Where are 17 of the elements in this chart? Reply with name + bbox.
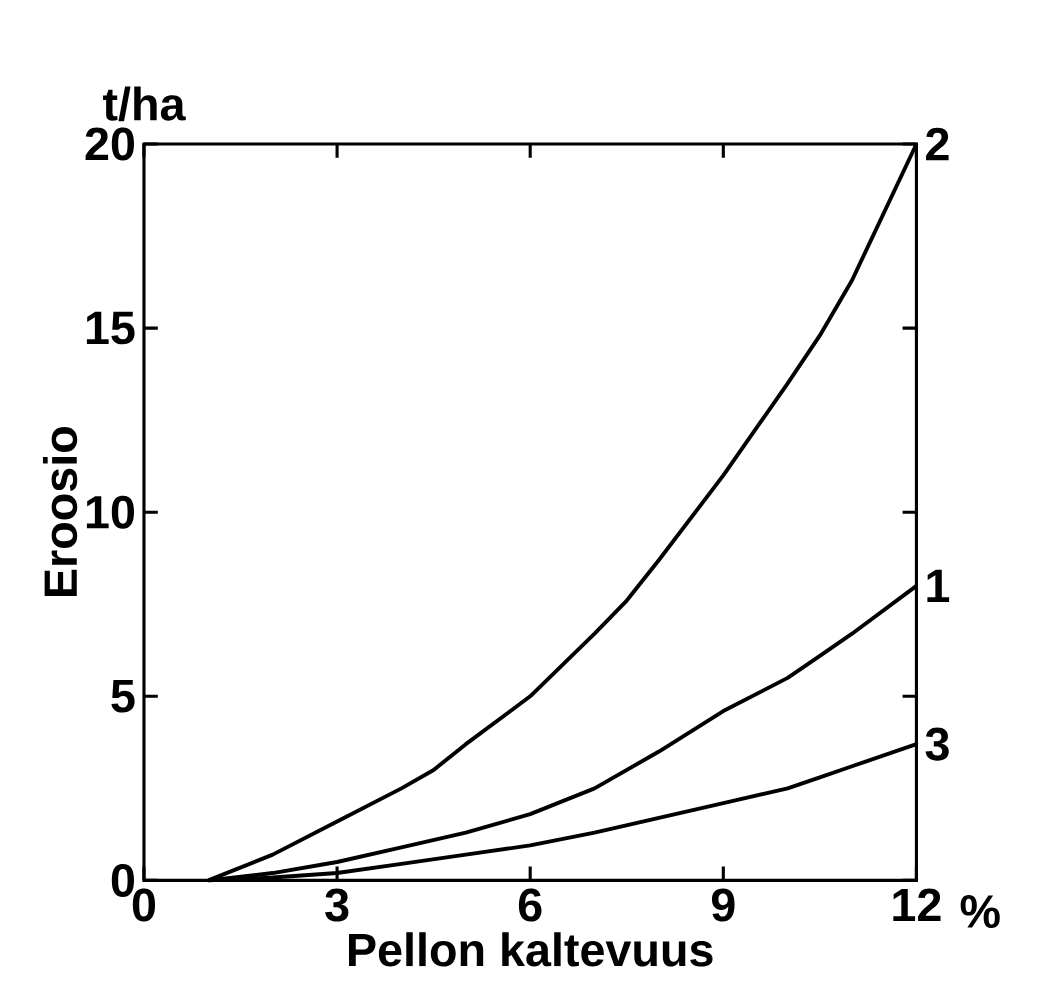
x-tick-label: 12 (893, 888, 941, 921)
x-tick-label: 0 (132, 888, 156, 922)
y-tick-label: 20 (85, 127, 134, 161)
y-tick-label: 0 (111, 863, 134, 897)
legend-label: 3 (925, 727, 949, 761)
legend-label: 1 (927, 569, 950, 602)
y-axis-title: Eroosio (42, 426, 78, 596)
text: t/ha (103, 86, 186, 122)
text: % (960, 895, 1000, 928)
y-tick-label: 15 (86, 311, 135, 345)
y-tick-label: 10 (86, 495, 134, 529)
x-tick-label: 6 (518, 888, 542, 922)
legend-label: 2 (926, 127, 949, 161)
x-axis-title: Pellon kaltevuus (349, 932, 713, 967)
x-tick-label: 9 (711, 888, 735, 922)
x-tick-label: 3 (325, 888, 349, 922)
y-tick-label: 5 (111, 679, 135, 713)
